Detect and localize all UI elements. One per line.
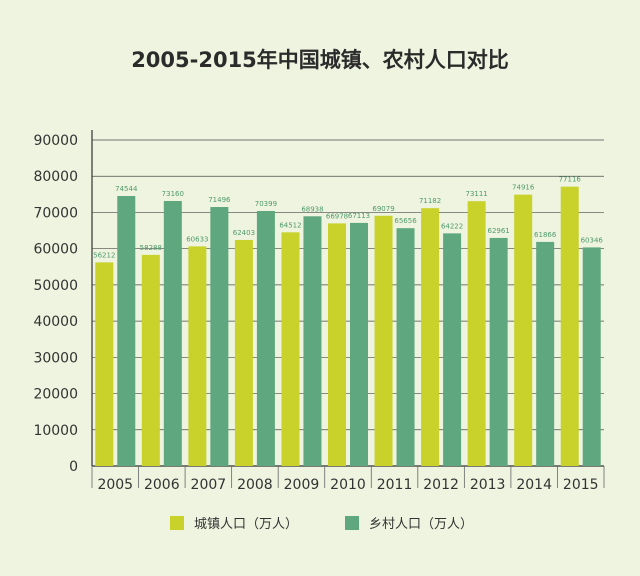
bar-urban <box>141 254 160 466</box>
bar-urban <box>188 246 207 466</box>
bar-rural <box>536 241 555 466</box>
y-tick-label: 0 <box>69 459 78 475</box>
data-label-urban: 69079 <box>372 205 394 213</box>
bar-rural <box>582 247 601 466</box>
bar-rural <box>117 195 136 467</box>
y-tick-label: 30000 <box>33 350 78 366</box>
bar-urban <box>281 232 300 466</box>
legend-label-rural: 乡村人口（万人） <box>369 517 474 532</box>
data-label-urban: 58288 <box>140 244 162 252</box>
bar-urban <box>421 208 440 467</box>
data-label-urban: 74916 <box>512 184 535 192</box>
bar-rural <box>303 216 322 466</box>
legend-label-urban: 城镇人口（万人） <box>194 517 299 532</box>
x-tick-label: 2008 <box>237 477 273 493</box>
data-label-rural: 68938 <box>301 205 323 213</box>
legend-swatch-urban <box>170 515 184 530</box>
y-tick-label: 60000 <box>33 242 78 258</box>
bar-urban <box>514 194 533 466</box>
bar-rural <box>443 233 462 466</box>
data-label-rural: 73160 <box>162 190 184 198</box>
bar-rural <box>489 237 508 466</box>
data-label-urban: 71182 <box>419 197 441 205</box>
data-label-rural: 60346 <box>581 236 604 244</box>
y-tick-label: 70000 <box>33 205 78 221</box>
x-tick-label: 2013 <box>470 477 506 493</box>
x-tick-label: 2015 <box>563 477 599 493</box>
data-label-rural: 65656 <box>394 217 417 225</box>
x-tick-label: 2012 <box>423 477 459 493</box>
bar-urban <box>374 215 393 466</box>
data-label-rural: 64222 <box>441 222 463 230</box>
data-label-urban: 56212 <box>93 251 115 259</box>
data-label-urban: 60633 <box>186 235 208 243</box>
legend-urban: 城镇人口（万人） <box>170 513 298 532</box>
bar-rural <box>396 228 415 466</box>
data-label-rural: 62961 <box>487 227 509 235</box>
legend-swatch-rural <box>345 515 359 530</box>
bar-urban <box>467 201 486 466</box>
x-tick-label: 2006 <box>144 477 180 493</box>
bar-urban <box>234 239 253 466</box>
bar-urban <box>560 186 579 467</box>
bar-rural <box>163 200 182 466</box>
data-label-rural: 71496 <box>208 196 231 204</box>
data-label-rural: 67113 <box>348 212 370 220</box>
data-label-rural: 74544 <box>115 185 138 193</box>
legend-rural: 乡村人口（万人） <box>345 513 473 532</box>
x-tick-label: 2014 <box>516 477 552 493</box>
x-tick-label: 2010 <box>330 477 366 493</box>
data-label-urban: 64512 <box>279 221 301 229</box>
data-label-urban: 62403 <box>233 229 255 237</box>
y-tick-label: 80000 <box>33 169 78 185</box>
data-label-urban: 66978 <box>326 212 348 220</box>
data-label-rural: 61866 <box>534 231 557 239</box>
x-tick-label: 2011 <box>377 477 413 493</box>
x-tick-label: 2009 <box>284 477 320 493</box>
bar-rural <box>210 207 229 466</box>
y-tick-label: 40000 <box>33 314 78 330</box>
y-tick-label: 90000 <box>33 133 78 149</box>
chart-title: 2005-2015年中国城镇、农村人口对比 <box>131 48 509 72</box>
data-label-rural: 70399 <box>255 200 277 208</box>
data-label-urban: 73111 <box>465 190 487 198</box>
bar-urban <box>328 223 346 466</box>
x-tick-label: 2005 <box>97 477 133 493</box>
bar-rural <box>256 210 275 466</box>
y-tick-label: 20000 <box>33 387 78 403</box>
x-tick-label: 2007 <box>191 477 227 493</box>
y-tick-label: 50000 <box>33 278 78 294</box>
y-tick-label: 10000 <box>33 423 78 439</box>
bar-urban <box>95 262 114 466</box>
data-label-urban: 77116 <box>559 176 582 184</box>
bar-rural <box>350 222 368 466</box>
